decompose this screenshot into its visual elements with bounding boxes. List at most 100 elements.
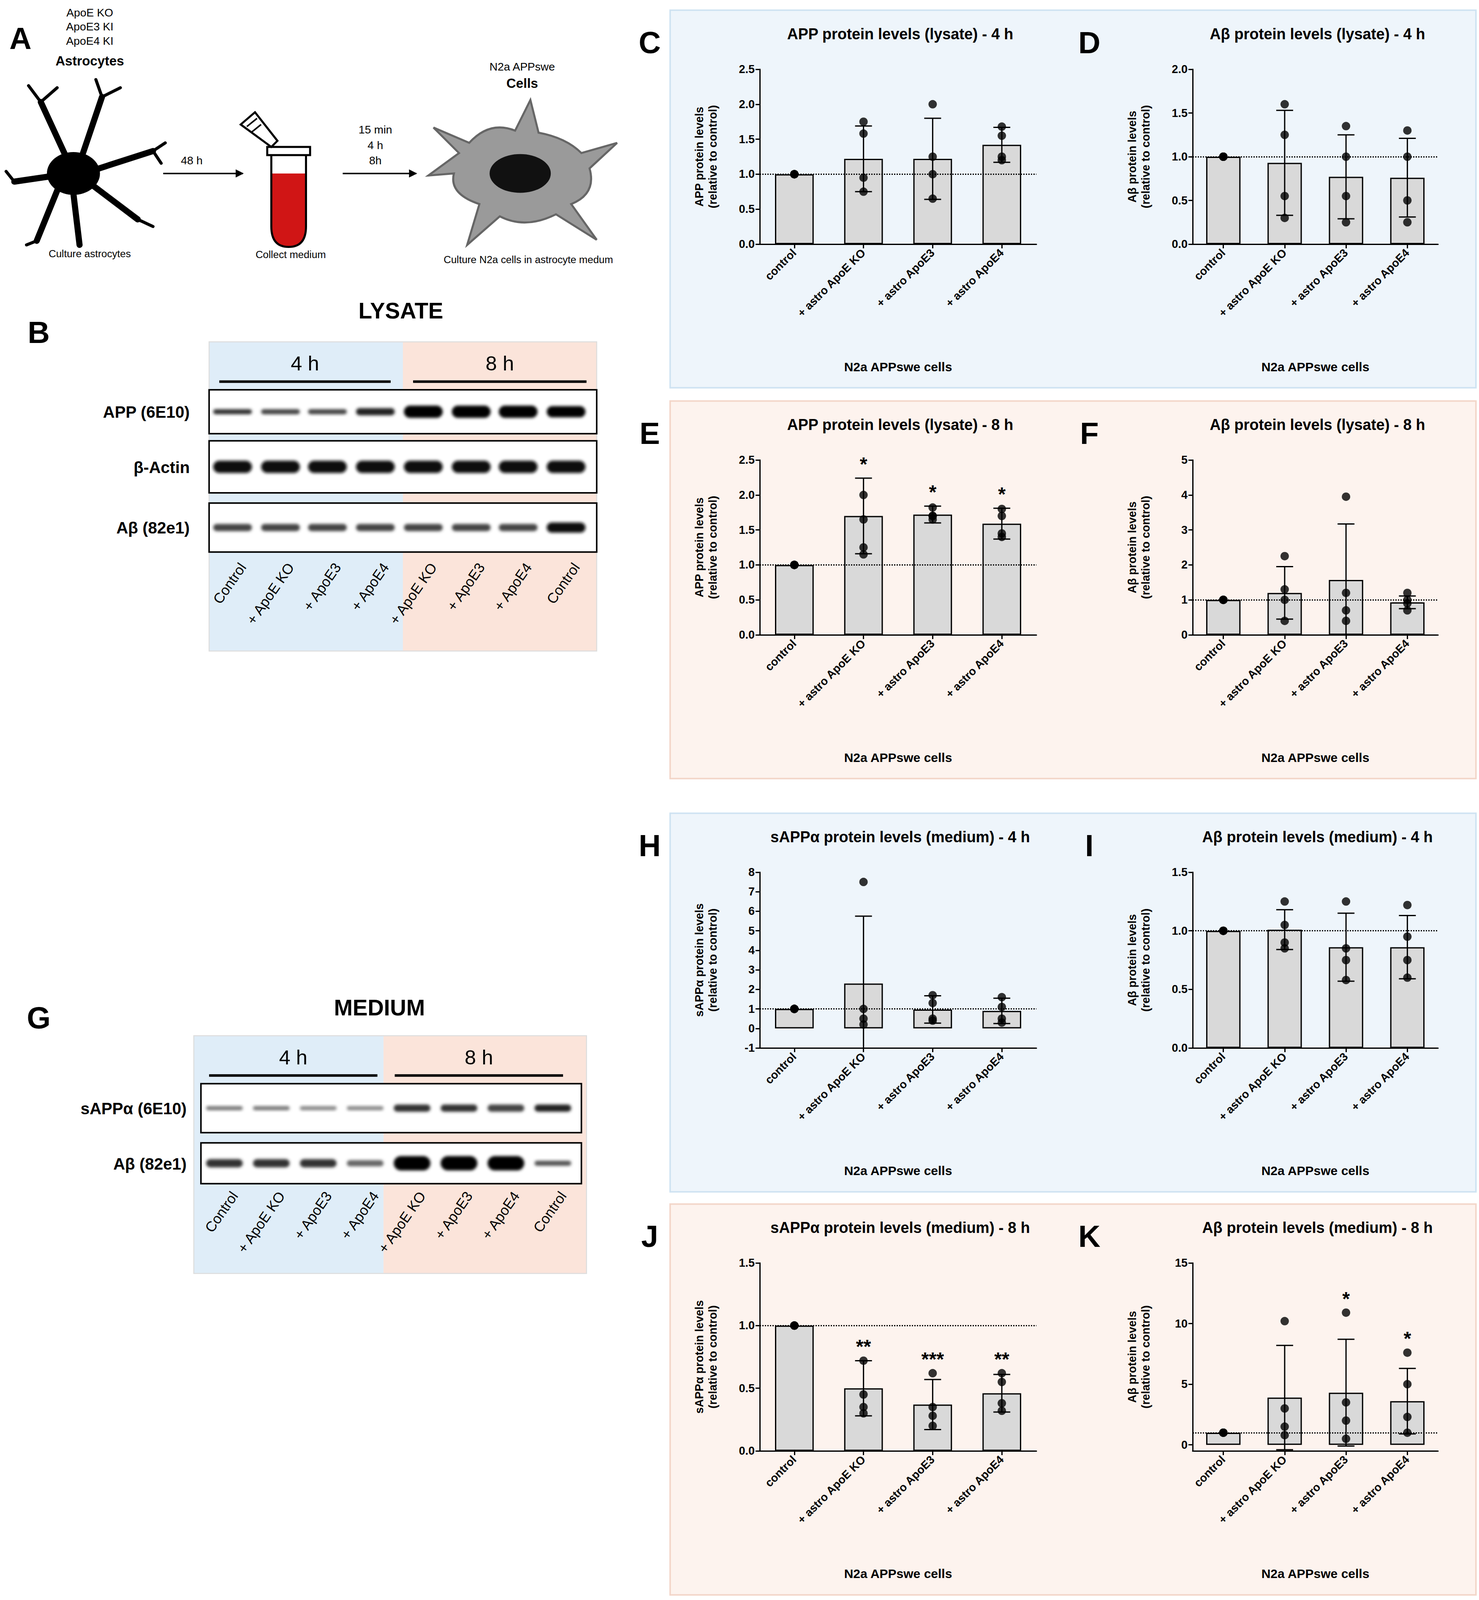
svg-text:K: K — [1078, 1218, 1101, 1254]
svg-text:sAPPα protein levels (medium): sAPPα protein levels (medium) - 8 h — [770, 1218, 1030, 1237]
svg-text:control: control — [1191, 1049, 1228, 1087]
svg-text:5: 5 — [1181, 1377, 1188, 1391]
svg-text:0: 0 — [748, 1022, 755, 1035]
svg-text:+ astro ApoE4: + astro ApoE4 — [1348, 1452, 1412, 1516]
svg-text:Culture N2a cells in astrocyte: Culture N2a cells in astrocyte medum — [443, 253, 614, 266]
svg-text:control: control — [1191, 636, 1228, 674]
svg-text:8 h: 8 h — [464, 1045, 493, 1069]
svg-text:6: 6 — [748, 904, 755, 918]
svg-text:+ ApoE4: + ApoE4 — [490, 559, 536, 614]
svg-text:+ ApoE KO: + ApoE KO — [243, 559, 298, 628]
svg-text:+ astro ApoE KO: + astro ApoE KO — [1216, 246, 1290, 320]
svg-text:sAPPα protein levels (medium): sAPPα protein levels (medium) - 4 h — [770, 828, 1030, 846]
svg-text:1.0: 1.0 — [1171, 924, 1188, 938]
svg-text:N2a APPswe cells: N2a APPswe cells — [844, 750, 953, 765]
svg-text:1: 1 — [748, 1002, 755, 1016]
svg-text:5: 5 — [748, 924, 755, 938]
svg-text:control: control — [1191, 246, 1228, 283]
svg-text:0.5: 0.5 — [738, 593, 755, 607]
svg-text:+ astro ApoE4: + astro ApoE4 — [1348, 1049, 1412, 1113]
svg-text:N2a APPswe cells: N2a APPswe cells — [844, 359, 953, 374]
svg-text:G: G — [27, 1000, 51, 1035]
svg-text:Aβ protein levels (lysate) - 8: Aβ protein levels (lysate) - 8 h — [1209, 415, 1425, 434]
svg-text:N2a APPswe cells: N2a APPswe cells — [844, 1566, 953, 1581]
svg-text:Aβ protein levels (medium) - 4: Aβ protein levels (medium) - 4 h — [1201, 828, 1433, 846]
svg-text:β-Actin: β-Actin — [133, 458, 190, 477]
svg-text:N2a APPswe cells: N2a APPswe cells — [844, 1163, 953, 1178]
svg-text:E: E — [639, 415, 660, 451]
svg-text:3: 3 — [1181, 523, 1188, 537]
svg-text:+ astro ApoE3: + astro ApoE3 — [874, 1049, 938, 1113]
svg-text:0: 0 — [1181, 1438, 1188, 1452]
svg-text:1.0: 1.0 — [738, 558, 755, 571]
svg-text:Aβ protein levels: Aβ protein levels — [1125, 1310, 1139, 1403]
svg-text:control: control — [762, 1452, 800, 1490]
svg-text:Control: Control — [201, 1188, 242, 1236]
svg-text:control: control — [762, 246, 800, 283]
svg-text:10: 10 — [1174, 1317, 1188, 1330]
svg-text:C: C — [638, 25, 661, 60]
svg-text:4 h: 4 h — [290, 351, 320, 375]
svg-text:sAPPα protein levels: sAPPα protein levels — [693, 903, 706, 1017]
svg-text:(relative to control): (relative to control) — [706, 908, 720, 1012]
svg-text:APP protein levels: APP protein levels — [693, 497, 706, 598]
svg-text:+ astro ApoE4: + astro ApoE4 — [1348, 246, 1412, 310]
svg-text:0.0: 0.0 — [1171, 1041, 1188, 1055]
svg-text:APP protein levels: APP protein levels — [693, 106, 706, 207]
svg-text:MEDIUM: MEDIUM — [334, 995, 425, 1020]
svg-text:1: 1 — [1181, 593, 1188, 607]
svg-text:ApoE KO: ApoE KO — [66, 6, 114, 20]
svg-text:(relative to control): (relative to control) — [706, 495, 720, 600]
svg-text:4 h: 4 h — [367, 138, 384, 152]
svg-text:Aβ protein levels: Aβ protein levels — [1125, 501, 1139, 594]
svg-text:0.0: 0.0 — [738, 237, 755, 251]
svg-text:1.5: 1.5 — [738, 133, 755, 146]
svg-text:Aβ protein levels: Aβ protein levels — [1125, 110, 1139, 203]
svg-text:2.0: 2.0 — [738, 488, 755, 502]
svg-text:+ astro ApoE3: + astro ApoE3 — [1287, 1049, 1351, 1113]
svg-text:2: 2 — [1181, 558, 1188, 571]
svg-text:+ ApoE4: + ApoE4 — [347, 559, 392, 614]
svg-text:*: * — [997, 483, 1006, 506]
svg-text:+ astro ApoE4: + astro ApoE4 — [1348, 636, 1412, 700]
svg-text:1.0: 1.0 — [738, 167, 755, 181]
svg-text:**: ** — [856, 1335, 872, 1358]
svg-text:1.0: 1.0 — [1171, 150, 1188, 164]
svg-text:control: control — [1191, 1452, 1228, 1490]
svg-text:+ astro ApoE4: + astro ApoE4 — [943, 636, 1006, 700]
svg-text:ApoE3 KI: ApoE3 KI — [65, 20, 114, 33]
svg-text:+ astro ApoE3: + astro ApoE3 — [1287, 246, 1351, 310]
svg-text:8: 8 — [748, 865, 755, 879]
svg-text:+ ApoE KO: + ApoE KO — [386, 559, 441, 628]
svg-text:2.0: 2.0 — [1171, 62, 1188, 76]
svg-text:+ ApoE4: + ApoE4 — [337, 1188, 382, 1243]
svg-text:+ astro ApoE KO: + astro ApoE KO — [795, 636, 869, 710]
svg-text:1.5: 1.5 — [1171, 106, 1188, 120]
svg-text:APP protein levels (lysate) -: APP protein levels (lysate) - 4 h — [787, 25, 1014, 43]
svg-text:Astrocytes: Astrocytes — [55, 53, 124, 69]
svg-text:0.5: 0.5 — [738, 1381, 755, 1395]
svg-text:7: 7 — [748, 885, 755, 898]
svg-text:4 h: 4 h — [279, 1045, 308, 1069]
svg-text:8 h: 8 h — [485, 351, 514, 375]
svg-text:(relative to control): (relative to control) — [706, 1305, 720, 1409]
svg-text:+ astro ApoE KO: + astro ApoE KO — [795, 1049, 869, 1123]
svg-text:sAPPα protein levels: sAPPα protein levels — [693, 1299, 706, 1414]
svg-text:15 min: 15 min — [358, 123, 393, 136]
svg-text:Aβ protein levels (medium) - 8: Aβ protein levels (medium) - 8 h — [1201, 1218, 1433, 1237]
svg-text:Control: Control — [209, 559, 250, 607]
svg-text:48 h: 48 h — [180, 154, 203, 167]
svg-text:Control: Control — [530, 1188, 570, 1236]
svg-text:+ astro ApoE KO: + astro ApoE KO — [1216, 1452, 1290, 1526]
svg-text:ApoE4 KI: ApoE4 KI — [65, 34, 114, 48]
svg-text:+ ApoE3: + ApoE3 — [443, 559, 488, 614]
svg-text:+ ApoE KO: + ApoE KO — [375, 1188, 430, 1257]
svg-text:+ astro ApoE3: + astro ApoE3 — [874, 636, 938, 700]
svg-text:N2a APPswe cells: N2a APPswe cells — [1261, 750, 1370, 765]
svg-text:(relative to control): (relative to control) — [1139, 105, 1153, 209]
svg-text:+ ApoE KO: + ApoE KO — [233, 1188, 289, 1257]
svg-text:*: * — [1403, 1327, 1412, 1350]
svg-text:5: 5 — [1181, 453, 1188, 467]
svg-text:8h: 8h — [369, 154, 382, 167]
svg-text:+ astro ApoE3: + astro ApoE3 — [1287, 1452, 1351, 1516]
